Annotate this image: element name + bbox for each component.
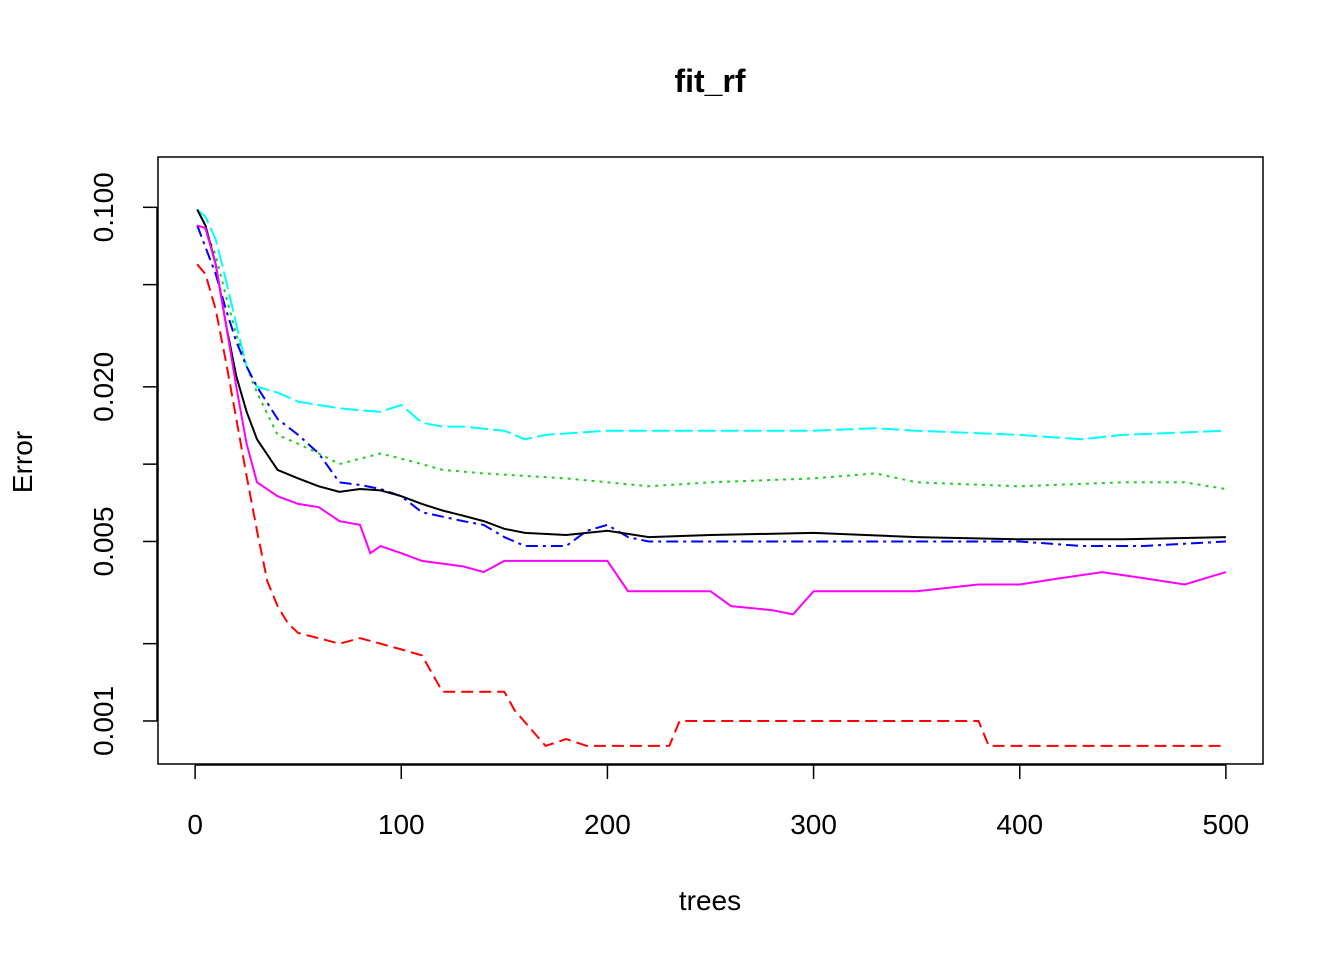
y-tick-label: 0.020 <box>88 352 119 422</box>
x-tick-label: 200 <box>584 809 631 840</box>
series-line-5 <box>196 224 1227 616</box>
y-tick-label: 0.005 <box>88 506 119 576</box>
y-tick-label: 0.100 <box>88 172 119 242</box>
x-tick-label: 500 <box>1203 809 1250 840</box>
chart-title: fit_rf <box>674 63 745 99</box>
y-tick-label: 0.001 <box>88 686 119 756</box>
x-axis: 0 100 200 300 400 500 <box>187 764 1250 840</box>
y-axis-label: Error <box>7 431 38 493</box>
y-axis: 0.100 0.020 0.005 0.001 <box>88 172 158 756</box>
x-tick-label: 100 <box>378 809 425 840</box>
series-line-1 <box>196 208 1226 441</box>
x-tick-label: 300 <box>790 809 837 840</box>
x-axis-label: trees <box>679 885 741 916</box>
x-tick-label: 400 <box>996 809 1043 840</box>
plot-frame <box>157 156 1264 765</box>
x-tick-label: 0 <box>187 809 203 840</box>
series-line-4 <box>196 209 1226 541</box>
series-line-6 <box>196 263 1226 748</box>
series-line-3 <box>196 225 1226 547</box>
series-line-2 <box>196 224 1227 490</box>
series-layer <box>196 208 1227 748</box>
